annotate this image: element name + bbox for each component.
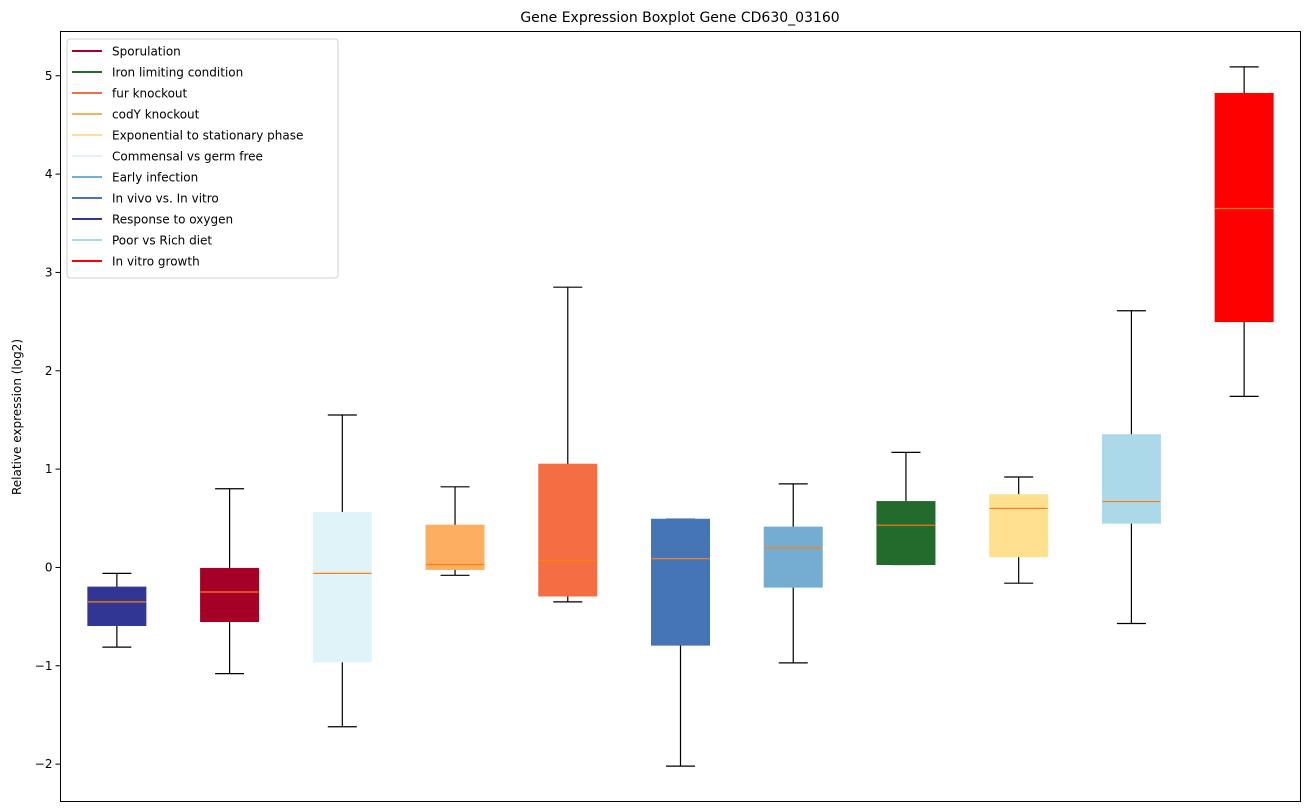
legend-frame <box>66 38 339 279</box>
box-body <box>200 567 260 623</box>
axes-frame <box>60 31 1301 802</box>
y-tick-label: 0 <box>45 560 53 574</box>
box-in-vivo-vs-in-vitro <box>651 518 710 767</box>
legend-label: Poor vs Rich diet <box>112 234 212 248</box>
legend-item: Exponential to stationary phase <box>72 129 303 143</box>
box-body <box>538 463 598 597</box>
y-tick-label: 5 <box>45 69 53 83</box>
legend-label: Exponential to stationary phase <box>112 129 303 143</box>
y-axis-label: Relative expression (log2) <box>10 339 24 495</box>
box-fur-knockout <box>538 286 598 603</box>
legend-label: Response to oxygen <box>112 213 233 227</box>
box-body <box>1101 434 1161 524</box>
box-body <box>989 494 1049 558</box>
legend-label: In vivo vs. In vitro <box>112 192 219 206</box>
legend-item: In vitro growth <box>72 255 200 269</box>
y-tick-label: 2 <box>45 364 53 378</box>
box-sporulation <box>200 488 260 675</box>
legend-item: Response to oxygen <box>72 213 233 227</box>
legend-label: Sporulation <box>112 45 181 59</box>
legend-label: Commensal vs germ free <box>112 150 263 164</box>
y-axis-ticks: −2 −1 0 1 2 3 4 5 <box>35 69 61 771</box>
y-tick-label: −2 <box>35 757 53 771</box>
y-tick-label: 3 <box>45 265 53 279</box>
legend-item: Iron limiting condition <box>72 66 243 80</box>
box-in-vitro-growth <box>1214 66 1274 397</box>
box-commensal-vs-germ-free <box>312 414 372 728</box>
box-cody-knockout <box>425 486 485 576</box>
box-poor-vs-rich-diet <box>1101 310 1161 625</box>
legend-label: Iron limiting condition <box>112 66 243 80</box>
box-exponential-to-stationary-phase <box>989 476 1049 584</box>
legend-item: fur knockout <box>72 87 188 101</box>
legend-label: Early infection <box>112 171 198 185</box>
legend-item: codY knockout <box>72 108 200 122</box>
y-tick-label: 1 <box>45 462 53 476</box>
legend-label: In vitro growth <box>112 255 200 269</box>
legend-item: In vivo vs. In vitro <box>72 192 219 206</box>
legend-item: Commensal vs germ free <box>72 150 263 164</box>
box-body <box>312 511 372 663</box>
legend-item: Sporulation <box>72 45 181 59</box>
box-response-to-oxygen <box>87 572 147 648</box>
box-iron-limiting-condition <box>876 451 936 566</box>
y-tick-label: 4 <box>45 167 53 181</box>
box-body <box>1214 92 1274 323</box>
box-body <box>425 524 485 570</box>
box-body <box>651 518 710 646</box>
legend-item: Poor vs Rich diet <box>72 234 212 248</box>
box-body <box>876 501 936 566</box>
box-body <box>763 526 823 588</box>
legend-label: fur knockout <box>112 87 188 101</box>
legend: Sporulation Iron limiting condition fur kn… <box>66 38 339 279</box>
chart-title: Gene Expression Boxplot Gene CD630_03160 <box>520 10 839 26</box>
legend-label: codY knockout <box>112 108 200 122</box>
box-body <box>87 586 147 626</box>
plot-area <box>87 66 1274 767</box>
legend-item: Early infection <box>72 171 198 185</box>
y-tick-label: −1 <box>35 659 53 673</box>
box-early-infection <box>763 483 823 664</box>
